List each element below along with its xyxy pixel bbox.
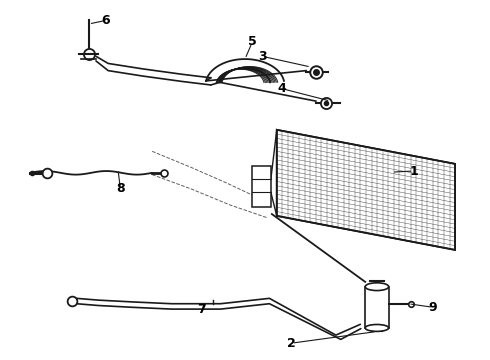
Text: 1: 1 [409,165,418,177]
Text: 2: 2 [287,337,296,350]
Bar [252,166,271,207]
Text: 6: 6 [101,14,110,27]
Text: 3: 3 [258,50,267,63]
Text: 8: 8 [116,183,125,195]
Text: 7: 7 [196,303,205,316]
Polygon shape [277,130,455,250]
Text: 5: 5 [248,35,257,49]
Ellipse shape [365,324,389,331]
Text: 9: 9 [429,301,438,314]
Ellipse shape [365,283,389,291]
Text: 4: 4 [277,82,286,95]
Bar [365,287,389,328]
